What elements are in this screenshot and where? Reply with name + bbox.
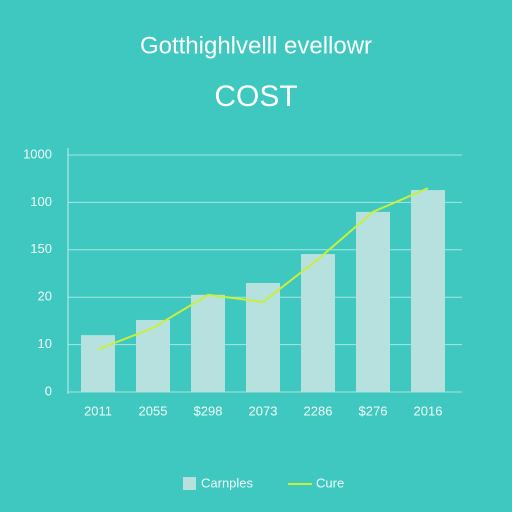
bar [301,254,335,392]
line [97,187,429,351]
x-tick-label: 2073 [249,403,278,418]
bar [191,294,225,392]
bar [411,190,445,392]
x-tick-label: 2286 [304,403,333,418]
legend-label: Carnples [201,475,254,490]
chart-title: Gotthighlvelll evellowr [140,32,372,59]
legend-swatch [183,477,196,490]
bar [136,319,170,392]
bar [81,335,115,392]
x-tick-label: $298 [194,403,223,418]
x-tick-label: $276 [359,403,388,418]
y-tick-label: 1000 [23,146,52,161]
y-tick-label: 150 [30,241,52,256]
chart-subtitle: COST [214,80,297,113]
x-tick-label: 2055 [139,403,168,418]
legend-label: Cure [316,475,344,490]
bar [246,282,280,392]
y-tick-label: 20 [38,289,52,304]
x-tick-label: 2011 [84,403,112,418]
y-tick-label: 100 [30,194,52,209]
y-tick-label: 10 [38,336,52,351]
y-tick-label: 0 [45,383,52,398]
x-tick-label: 2016 [414,403,443,418]
bar [356,211,390,392]
